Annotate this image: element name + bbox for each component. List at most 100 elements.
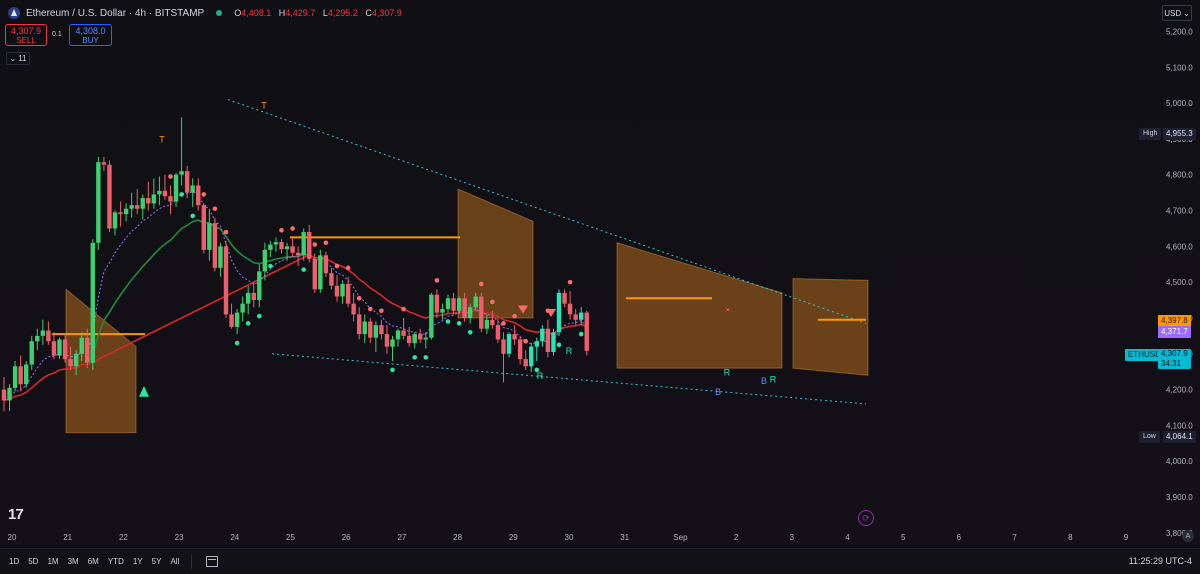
candle-body bbox=[451, 298, 456, 311]
candle-body bbox=[301, 232, 306, 256]
candle-body bbox=[68, 359, 73, 367]
range-5d[interactable]: 5D bbox=[28, 557, 39, 566]
high-label: High bbox=[1139, 128, 1162, 140]
candle-body bbox=[312, 258, 317, 290]
ethereum-icon bbox=[8, 7, 20, 19]
top-signal-label: T bbox=[159, 135, 165, 145]
time-axis: 20 21 22 23 24 25 26 27 28 29 30 31 Sep 2 3 4 5 6 7 8 9 bbox=[8, 533, 1129, 542]
clock[interactable]: 11:25:29 UTC-4 bbox=[1128, 556, 1192, 566]
indicator-dot bbox=[412, 355, 418, 360]
low-value: 4,295.2 bbox=[327, 8, 358, 18]
candle-body bbox=[35, 335, 40, 342]
volatility-band-1 bbox=[65, 288, 137, 434]
range-1y[interactable]: 1Y bbox=[132, 557, 143, 566]
time-tick-label: 4 bbox=[845, 533, 850, 542]
candle-body bbox=[279, 242, 284, 250]
candle-body bbox=[579, 312, 584, 320]
time-tick-label: 28 bbox=[453, 533, 462, 542]
sell-button[interactable]: 4,307.9 SELL bbox=[5, 24, 47, 46]
range-all[interactable]: All bbox=[170, 557, 180, 566]
bottom-toolbar: 1D 5D 1M 3M 6M YTD 1Y 5Y All 11:25:29 UT… bbox=[0, 548, 1200, 574]
candle-body bbox=[73, 353, 79, 367]
calendar-icon[interactable] bbox=[206, 556, 219, 567]
indicators-toggle-button[interactable]: ⌄ 11 bbox=[6, 52, 30, 65]
price-tick-label: 5,200.0 bbox=[1166, 27, 1193, 36]
candle-body bbox=[573, 314, 578, 320]
candle-body bbox=[107, 164, 112, 229]
candle-body bbox=[501, 339, 506, 354]
range-1m[interactable]: 1M bbox=[47, 557, 59, 566]
range-1d[interactable]: 1D bbox=[9, 557, 20, 566]
candle-body bbox=[307, 232, 312, 259]
candle-body bbox=[456, 298, 462, 311]
price-axis: 5,200.05,100.05,000.04,900.04,800.04,700… bbox=[1166, 27, 1193, 537]
currency-select[interactable]: USD ⌄ bbox=[1162, 5, 1192, 21]
range-ytd[interactable]: YTD bbox=[107, 557, 124, 566]
candle-body bbox=[434, 294, 440, 313]
candle-body bbox=[584, 312, 589, 351]
candle-body bbox=[567, 303, 573, 315]
candle-body bbox=[529, 346, 534, 367]
candle-body bbox=[295, 252, 301, 256]
time-tick-label: 24 bbox=[230, 533, 239, 542]
indicator-dot bbox=[467, 329, 473, 335]
candle-body bbox=[562, 292, 567, 304]
range-3m[interactable]: 3M bbox=[67, 557, 79, 566]
candle-body bbox=[201, 205, 206, 250]
indicator-dot bbox=[323, 240, 329, 246]
price-tick-label: 3,800.0 bbox=[1166, 529, 1193, 538]
chevron-down-icon: ⌄ bbox=[1183, 8, 1190, 18]
candle-body bbox=[512, 334, 517, 340]
price-tick-label: 4,500.0 bbox=[1166, 278, 1193, 287]
indicator-dot bbox=[423, 355, 429, 360]
time-tick-label: 29 bbox=[509, 533, 518, 542]
price-tick-label: 5,100.0 bbox=[1166, 63, 1193, 72]
range-6m[interactable]: 6M bbox=[87, 557, 99, 566]
indicator-dot bbox=[356, 295, 362, 301]
buy-price: 4,308.0 bbox=[75, 26, 106, 36]
reversal-label: R bbox=[537, 371, 544, 381]
indicator-dot bbox=[290, 226, 295, 231]
time-tick-label: 27 bbox=[397, 533, 406, 542]
ohlc-values: O4,408.1 H4,429.7 L4,295.2 C4,307.9 bbox=[234, 8, 402, 18]
last-price-tag: 4,307.9 34:31 bbox=[1158, 349, 1191, 369]
candle-body bbox=[123, 208, 129, 215]
candle-body bbox=[334, 285, 340, 297]
indicators-count: 11 bbox=[18, 54, 27, 63]
candle-body bbox=[345, 283, 351, 304]
candle-body bbox=[79, 337, 84, 354]
candle-body bbox=[323, 255, 329, 274]
candle-body bbox=[7, 387, 12, 401]
time-tick-label: 5 bbox=[901, 533, 906, 542]
indicator-dot bbox=[279, 227, 284, 233]
toolbar-divider bbox=[191, 554, 193, 569]
time-tick-label: 23 bbox=[175, 533, 184, 542]
price-tick-label: 4,200.0 bbox=[1166, 386, 1193, 395]
buy-button[interactable]: 4,308.0 BUY bbox=[69, 24, 112, 46]
indicator-dot bbox=[556, 342, 562, 348]
symbol-legend[interactable]: Ethereum / U.S. Dollar · 4h · BITSTAMP O… bbox=[8, 7, 407, 19]
indicator-dots bbox=[168, 174, 584, 373]
goto-realtime-icon[interactable]: ⟳ bbox=[858, 510, 874, 526]
indicator-dot bbox=[512, 313, 517, 319]
candle-body bbox=[506, 334, 512, 354]
spread-value: 0.1 bbox=[52, 31, 62, 38]
indicator-dot bbox=[212, 206, 218, 212]
candle-body bbox=[423, 337, 428, 340]
candle-body bbox=[96, 162, 101, 243]
candle-body bbox=[340, 283, 345, 297]
candle-body bbox=[468, 307, 473, 318]
reversal-label: R bbox=[724, 367, 731, 377]
range-5y[interactable]: 5Y bbox=[151, 557, 162, 566]
candle-body bbox=[473, 296, 478, 308]
indicator-dot bbox=[523, 338, 528, 344]
symbol-title[interactable]: Ethereum / U.S. Dollar · 4h · BITSTAMP bbox=[26, 7, 205, 19]
candle-body bbox=[190, 185, 195, 193]
auto-scale-button[interactable]: A bbox=[1182, 530, 1194, 542]
volatility-band-4 bbox=[792, 278, 869, 376]
time-tick-label: Sep bbox=[673, 533, 688, 542]
candle-body bbox=[257, 271, 262, 301]
close-value: 4,307.9 bbox=[371, 8, 402, 18]
time-tick-label: 25 bbox=[286, 533, 295, 542]
